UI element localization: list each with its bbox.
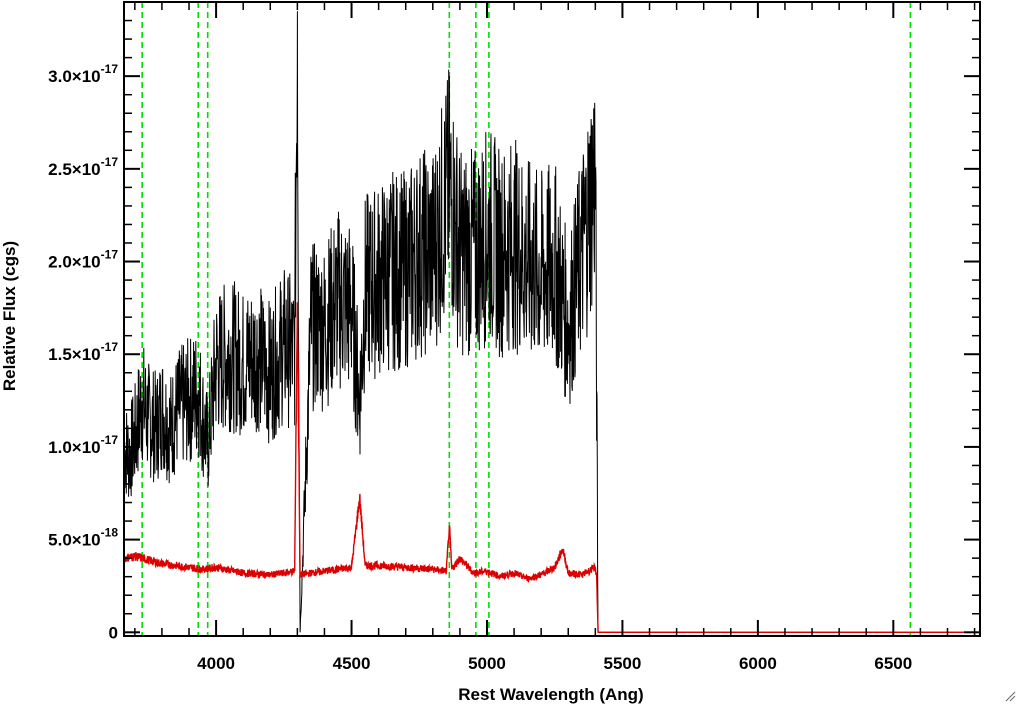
y-tick-label: 1.5×10-17	[48, 340, 118, 364]
resize-grip-icon[interactable]	[1004, 690, 1016, 702]
x-tick-label: 6500	[874, 654, 912, 673]
y-tick-label: 1.0×10-17	[48, 433, 118, 457]
plot-area	[123, 1, 981, 637]
y-tick-label: 2.5×10-17	[48, 155, 118, 179]
x-tick-label: 6000	[739, 654, 777, 673]
series-error	[123, 302, 980, 633]
y-tick-labels: 0 5.0×10-18 1.0×10-17 1.5×10-17 2.0×10-17 2.5…	[48, 62, 118, 642]
series-layer	[123, 11, 980, 633]
axis-ticks	[124, 2, 980, 636]
x-tick-label: 5000	[468, 654, 506, 673]
x-tick-label: 5500	[604, 654, 642, 673]
series-flux	[123, 11, 980, 633]
x-axis-label: Rest Wavelength (Ang)	[458, 685, 643, 704]
x-tick-label: 4500	[333, 654, 371, 673]
y-tick-label: 2.0×10-17	[48, 248, 118, 272]
y-tick-label: 3.0×10-17	[48, 62, 118, 86]
plot-frame	[123, 1, 981, 637]
y-tick-label: 0	[109, 623, 118, 642]
y-tick-label: 5.0×10-18	[48, 526, 118, 550]
x-tick-label: 4000	[197, 654, 235, 673]
y-axis-label: Relative Flux (cgs)	[0, 241, 19, 391]
x-tick-labels: 4000 4500 5000 5500 6000 6500	[197, 654, 912, 673]
